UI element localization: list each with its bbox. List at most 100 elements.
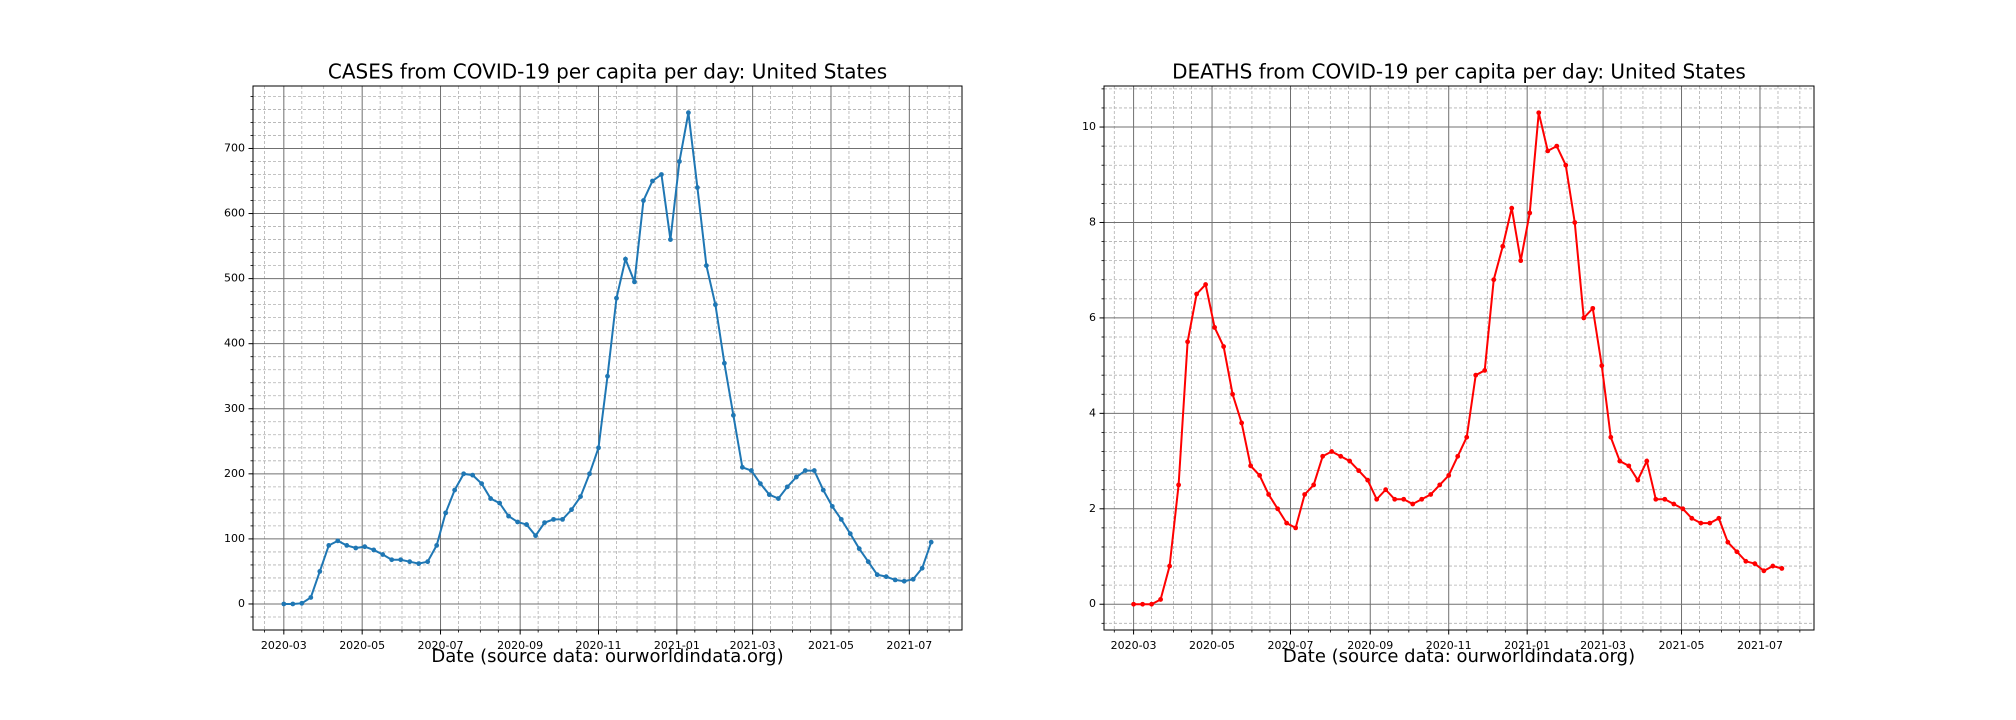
x-tick-label: 2020-11 [1426, 639, 1472, 652]
data-point [1536, 110, 1542, 116]
x-tick-label: 2020-03 [1111, 639, 1157, 652]
data-point [290, 601, 296, 607]
data-point [919, 565, 925, 571]
x-tick-label: 2021-05 [1659, 639, 1705, 652]
data-point [1446, 472, 1452, 478]
data-point [1383, 487, 1389, 493]
x-tick-label: 2020-05 [1189, 639, 1235, 652]
data-point [578, 494, 583, 500]
data-point [380, 552, 386, 557]
data-point [1734, 549, 1740, 555]
data-point [1347, 458, 1353, 464]
data-point [1419, 496, 1425, 502]
data-point [1338, 453, 1344, 459]
data-point [1581, 315, 1587, 321]
y-tick-label: 0 [238, 597, 245, 610]
data-point [1428, 492, 1434, 497]
data-point [892, 577, 898, 583]
x-tick-label: 2020-07 [418, 639, 464, 652]
data-point [560, 516, 565, 522]
data-point [479, 481, 485, 486]
data-point [1680, 506, 1686, 512]
data-point [739, 464, 745, 470]
data-point [1257, 472, 1263, 478]
y-tick-label: 6 [1089, 311, 1096, 324]
x-tick-label: 2021-01 [654, 639, 700, 652]
data-point [425, 559, 431, 565]
data-point [1509, 205, 1515, 211]
data-point [928, 539, 934, 545]
data-point [838, 516, 844, 522]
data-point [1545, 148, 1551, 154]
data-point [1662, 496, 1668, 502]
data-point [1248, 463, 1254, 469]
data-point [605, 373, 610, 379]
data-point [659, 172, 664, 177]
data-point [470, 472, 476, 478]
data-point [1158, 597, 1163, 602]
data-point [1293, 525, 1299, 531]
data-point [1743, 558, 1749, 564]
data-point [1491, 277, 1497, 283]
data-point [1329, 449, 1335, 454]
data-point [1239, 420, 1245, 426]
data-point [856, 546, 862, 552]
data-point [1302, 492, 1308, 497]
data-point [362, 544, 368, 550]
data-point [1221, 344, 1227, 349]
data-point [1230, 391, 1236, 397]
data-point [847, 531, 853, 537]
data-point [677, 159, 682, 164]
data-point [596, 445, 601, 451]
data-point [1203, 282, 1209, 287]
y-tick-label: 4 [1089, 406, 1096, 419]
y-tick-label: 700 [224, 141, 245, 154]
y-tick-label: 10 [1082, 120, 1096, 133]
x-tick-label: 2020-03 [261, 639, 307, 652]
data-point [1167, 563, 1172, 569]
data-point [883, 574, 889, 580]
data-point [1752, 561, 1758, 567]
data-point [614, 295, 619, 301]
axes-frame [252, 85, 963, 631]
data-point [1437, 482, 1443, 488]
data-point [1194, 291, 1200, 297]
data-point [766, 492, 772, 498]
data-point [506, 513, 511, 519]
x-axis-label: Date (source data: ourworldindata.org) [1283, 646, 1635, 667]
y-tick-label: 100 [224, 532, 245, 545]
data-point [623, 256, 628, 262]
data-point [551, 516, 556, 522]
data-point [1131, 601, 1136, 607]
data-point [281, 601, 287, 607]
x-tick-label: 2021-03 [1580, 639, 1626, 652]
data-point [587, 471, 592, 477]
data-point [1266, 492, 1272, 497]
data-point [1608, 434, 1614, 440]
data-line [1133, 112, 1783, 606]
data-point [901, 578, 907, 584]
data-point [371, 547, 377, 553]
y-tick-label: 8 [1089, 215, 1096, 228]
data-point [1140, 601, 1145, 607]
data-point [1563, 162, 1569, 168]
y-tick-label: 500 [224, 272, 245, 285]
data-point [1716, 515, 1722, 521]
data-point [524, 522, 529, 527]
y-tick-label: 300 [224, 402, 245, 415]
data-point [686, 110, 691, 116]
x-tick-label: 2021-05 [808, 639, 854, 652]
data-point [1320, 453, 1326, 459]
data-point [416, 561, 422, 567]
data-point [650, 178, 655, 184]
data-point [1671, 501, 1677, 507]
y-tick-label: 200 [224, 467, 245, 480]
data-point [461, 471, 467, 477]
data-point [632, 279, 637, 285]
data-point [1707, 520, 1713, 526]
x-tick-label: 2020-05 [339, 639, 385, 652]
data-point [641, 198, 646, 203]
data-point [542, 520, 547, 526]
data-point [1185, 339, 1191, 345]
